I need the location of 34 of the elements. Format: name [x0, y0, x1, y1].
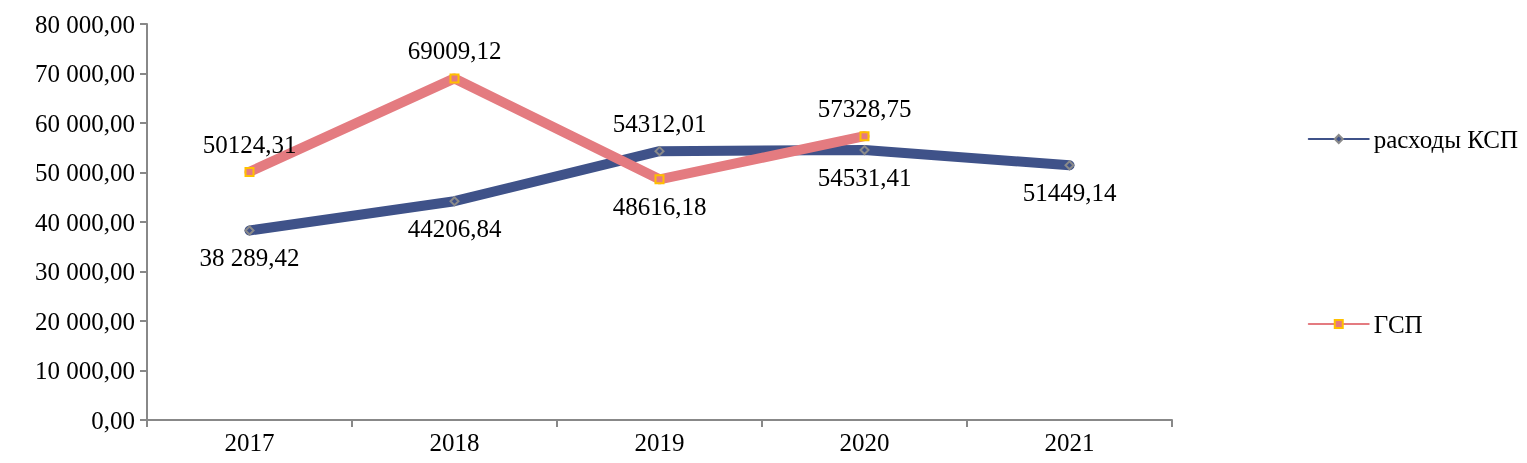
- y-tick-label: 10 000,00: [35, 357, 135, 384]
- data-label: 44206,84: [407, 215, 502, 243]
- y-tick-label: 50 000,00: [35, 159, 135, 186]
- point: [449, 196, 460, 207]
- y-tick-label: 20 000,00: [35, 307, 135, 335]
- data-label: 57328,75: [817, 95, 912, 123]
- data-label: 54531,41: [817, 164, 912, 192]
- data-label: 50124,31: [202, 130, 297, 158]
- x-tick-label: 2019: [634, 429, 685, 456]
- y-tick-label: 40 000,00: [35, 208, 135, 236]
- y-tick-label: 60 000,00: [35, 109, 135, 137]
- x-tick-label: 2018: [429, 429, 480, 456]
- x-tick-label: 2017: [224, 429, 275, 456]
- point: [859, 145, 870, 156]
- point: [654, 146, 665, 157]
- data-label: 38 289,42: [199, 244, 300, 272]
- legend-label: расходы КСП: [1373, 125, 1519, 153]
- y-tick-label: 80 000,00: [35, 10, 135, 38]
- data-label: 51449,14: [1022, 179, 1117, 207]
- data-label: 54312,01: [612, 110, 707, 138]
- legend-label: ГСП: [1373, 310, 1423, 338]
- data-label: 69009,12: [407, 37, 502, 65]
- y-tick-label: 0,00: [91, 406, 135, 434]
- point: [244, 225, 255, 236]
- point: [654, 174, 665, 185]
- point: [244, 166, 255, 177]
- point: [1064, 160, 1075, 171]
- point: [449, 73, 460, 84]
- data-label: 48616,18: [612, 193, 707, 221]
- y-tick-label: 30 000,00: [35, 258, 135, 285]
- x-tick-label: 2021: [1044, 429, 1095, 456]
- x-tick-label: 2020: [839, 429, 890, 456]
- point: [859, 131, 870, 142]
- y-tick-label: 70 000,00: [35, 60, 135, 87]
